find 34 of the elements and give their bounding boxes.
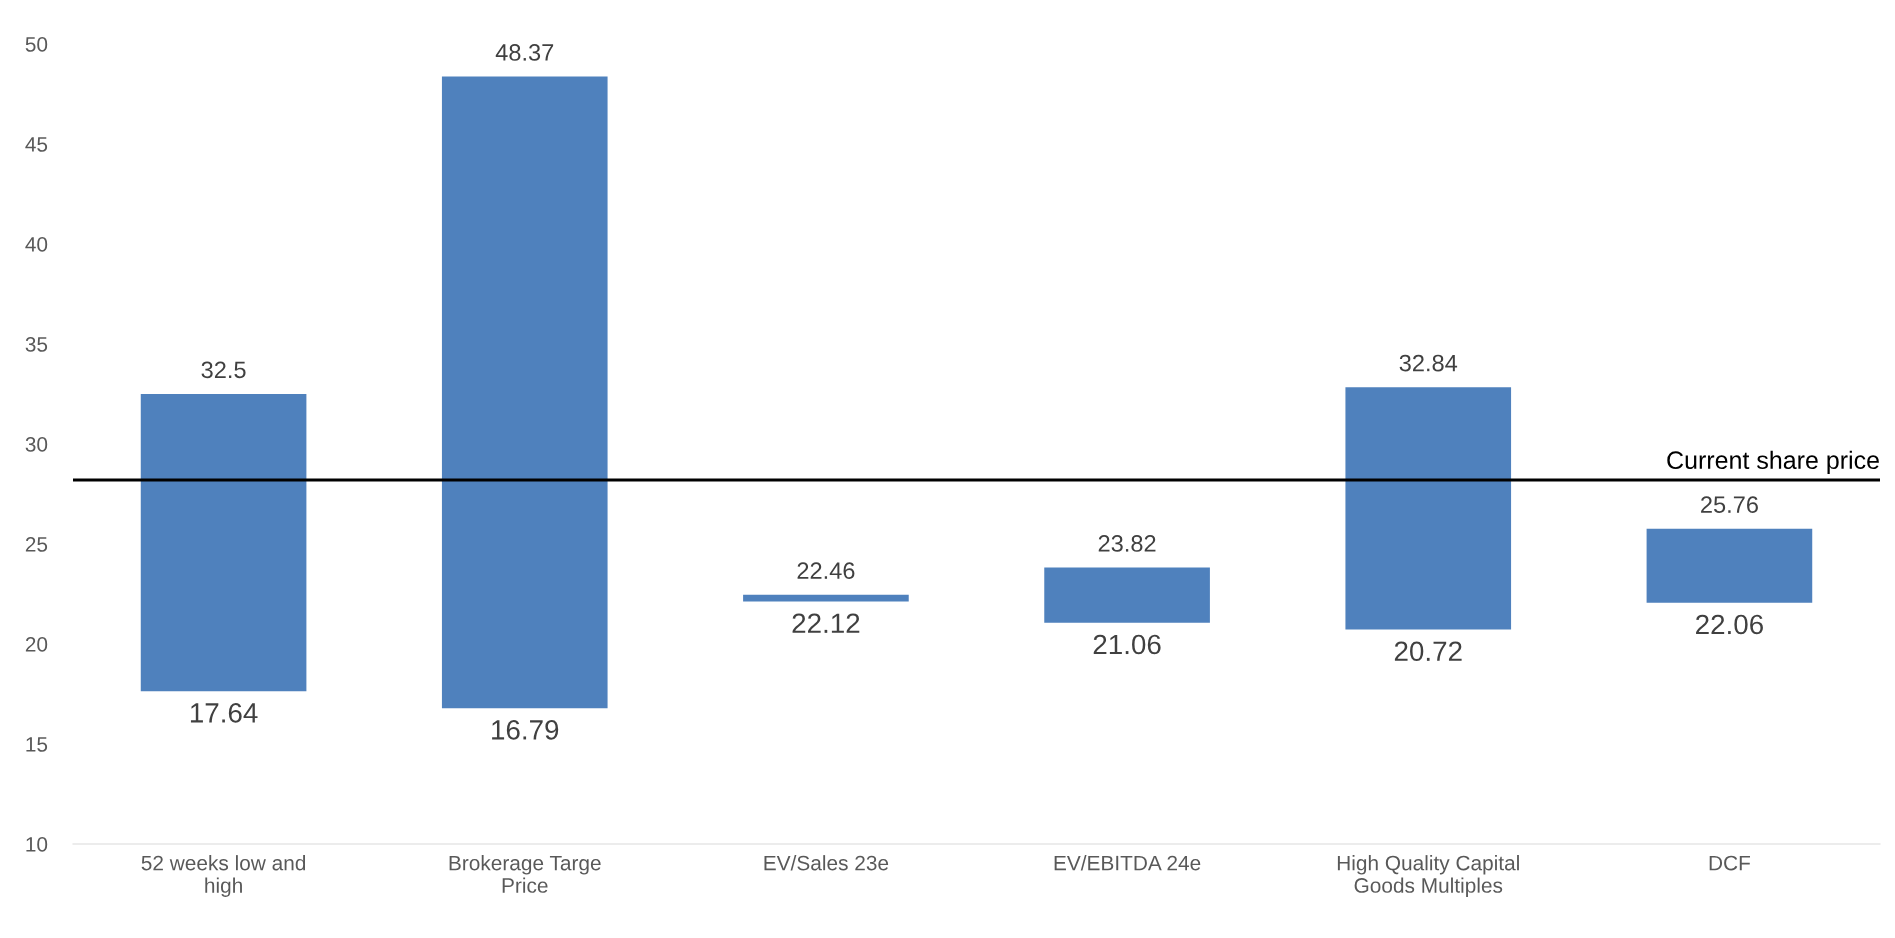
annotation: 25.76 — [1701, 496, 1758, 514]
y-tick-label: 45 — [25, 137, 48, 152]
annotation: 17.64 — [190, 703, 258, 723]
bar — [441, 76, 608, 709]
annotation: 22.12 — [792, 613, 860, 633]
bar — [140, 394, 307, 692]
annotation: 32.5 — [201, 361, 246, 379]
x-tick-label: EV/Sales 23e — [764, 855, 889, 871]
annotation: 16.79 — [492, 720, 559, 740]
y-tick-label: 30 — [25, 437, 48, 452]
bar — [1345, 387, 1512, 630]
y-tick-label: 50 — [25, 37, 48, 52]
annotation: 22.46 — [797, 562, 855, 580]
y-tick-label: 40 — [25, 237, 48, 252]
annotation: 22.06 — [1696, 614, 1763, 635]
y-tick-label: 35 — [25, 337, 48, 352]
x-tick-label: DCF — [1709, 855, 1750, 871]
x-tick-label: High Quality Capital Goods Multiples — [1337, 855, 1519, 897]
y-tick-label: 25 — [25, 537, 48, 552]
y-tick-label: 10 — [26, 837, 48, 852]
x-tick-label: Brokerage Targe Price — [449, 855, 601, 893]
ref-line-label: Current share price — [1667, 450, 1879, 474]
annotation: 21.06 — [1093, 634, 1161, 655]
bar — [1044, 567, 1210, 623]
annotation: 20.72 — [1394, 641, 1462, 662]
bar — [1646, 528, 1813, 603]
y-tick-label: 15 — [26, 737, 48, 752]
x-tick-label: EV/EBITDA 24e — [1054, 855, 1201, 871]
x-tick-label: 52 weeks low and high — [141, 855, 306, 897]
y-tick-label: 20 — [25, 637, 48, 652]
annotation: 48.37 — [495, 44, 554, 61]
annotation: 32.84 — [1399, 354, 1458, 372]
annotation: 23.82 — [1098, 535, 1156, 552]
bar — [743, 594, 909, 602]
